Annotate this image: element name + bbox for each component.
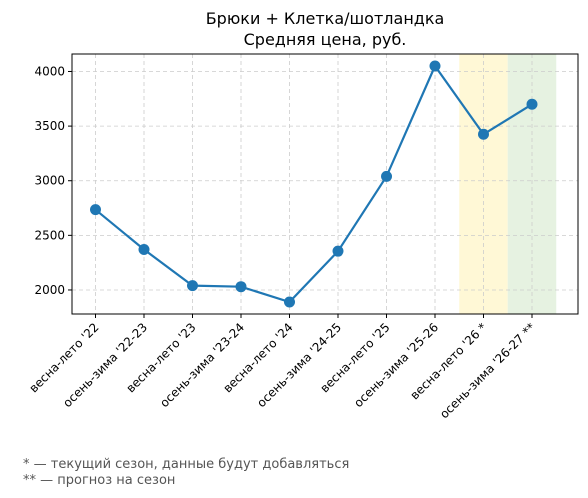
series-line — [94, 63, 533, 304]
highlight-layer — [459, 54, 557, 314]
chart-subtitle: Средняя цена, руб. — [244, 30, 407, 49]
x-tick-label: осень-зима '24-25 — [254, 320, 344, 410]
point-layer — [90, 60, 538, 308]
data-point — [332, 245, 344, 257]
x-tick-label: осень-зима '25-26 — [351, 320, 441, 410]
x-tick-label: осень-зима '22-23 — [60, 320, 150, 410]
x-tick-label: осень-зима '26-27 ** — [437, 320, 538, 421]
y-tick-label: 4000 — [34, 64, 65, 78]
footnote-current-season: * — текущий сезон, данные будут добавлят… — [23, 457, 350, 472]
data-point — [526, 98, 538, 110]
data-point — [284, 296, 295, 308]
data-point — [235, 281, 247, 293]
footnote-forecast: ** — прогноз на сезон — [23, 473, 176, 488]
data-point — [187, 280, 198, 292]
plot-frame — [71, 53, 579, 315]
y-tick-label: 3500 — [34, 119, 65, 133]
data-point — [138, 244, 150, 256]
data-point — [381, 170, 392, 182]
x-tick-label: осень-зима '23-24 — [157, 320, 247, 410]
y-tick-label: 2000 — [34, 283, 65, 297]
y-tick-label: 2500 — [34, 228, 65, 242]
y-tick-label: 3000 — [34, 174, 65, 188]
data-point — [478, 128, 489, 140]
chart-title: Брюки + Клетка/шотландка — [206, 9, 445, 28]
data-point — [429, 60, 441, 72]
data-point — [90, 204, 101, 216]
grid-layer — [72, 54, 578, 314]
